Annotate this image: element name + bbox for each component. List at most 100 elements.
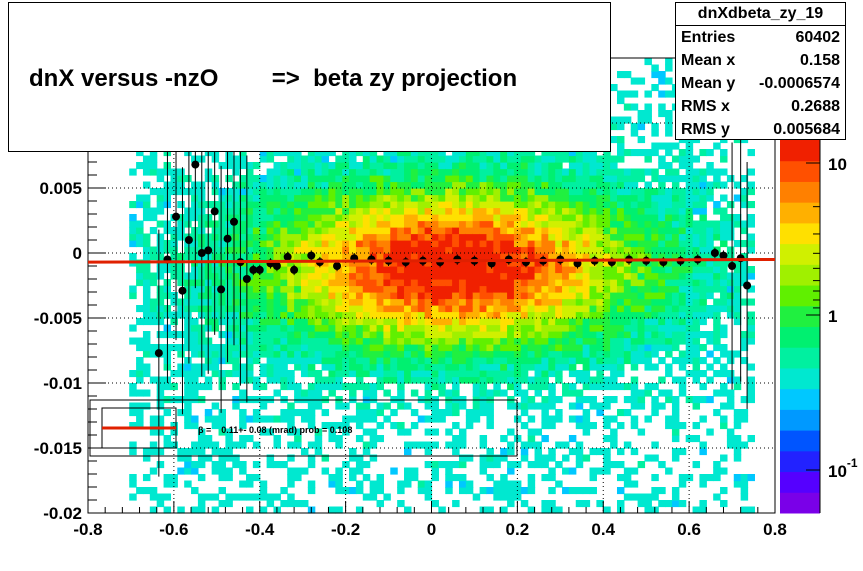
heatmap-cell <box>129 233 137 241</box>
heatmap-cell <box>376 487 385 495</box>
heatmap-cell <box>342 357 350 365</box>
heatmap-cell <box>465 201 474 209</box>
heatmap-cell <box>300 350 309 358</box>
heatmap-cell <box>342 324 350 332</box>
heatmap-cell <box>747 324 755 332</box>
heatmap-cell <box>513 285 522 293</box>
heatmap-cell <box>486 233 494 241</box>
heatmap-cell <box>603 214 611 222</box>
heatmap-cell <box>575 285 584 293</box>
heatmap-cell <box>362 441 371 449</box>
heatmap-cell <box>170 311 178 319</box>
heatmap-cell <box>548 396 556 404</box>
heatmap-cell <box>740 194 749 202</box>
heatmap-cell <box>548 175 556 183</box>
heatmap-cell <box>438 363 446 371</box>
heatmap-cell <box>397 428 405 436</box>
heatmap-cell <box>527 487 536 495</box>
heatmap-cell <box>218 409 226 417</box>
heatmap-cell <box>129 383 137 391</box>
stats-value: 0.005684 <box>773 121 840 138</box>
heatmap-cell <box>445 474 453 482</box>
heatmap-cell <box>534 155 543 163</box>
heatmap-cell <box>404 279 412 287</box>
heatmap-cell <box>246 506 254 514</box>
heatmap-cell <box>644 493 652 501</box>
heatmap-cell <box>699 253 707 261</box>
heatmap-cell <box>438 389 446 397</box>
heatmap-cell <box>424 272 433 280</box>
heatmap-cell <box>651 324 659 332</box>
heatmap-cell <box>294 194 302 202</box>
heatmap-cell <box>500 175 508 183</box>
heatmap-cell <box>390 292 398 300</box>
heatmap-cell <box>720 298 728 306</box>
heatmap-cell <box>603 292 611 300</box>
heatmap-cell <box>445 259 453 267</box>
heatmap-cell <box>486 188 494 196</box>
heatmap-cell <box>431 298 439 306</box>
heatmap-cell <box>692 363 701 371</box>
heatmap-cell <box>527 194 536 202</box>
heatmap-cell <box>184 337 192 345</box>
heatmap-cell <box>479 168 488 176</box>
heatmap-cell <box>424 155 433 163</box>
heatmap-cell <box>486 363 494 371</box>
heatmap-cell <box>644 337 652 345</box>
heatmap-cell <box>452 474 460 482</box>
heatmap-cell <box>720 487 728 495</box>
heatmap-cell <box>713 357 721 365</box>
heatmap-cell <box>307 389 316 397</box>
heatmap-cell <box>733 298 742 306</box>
heatmap-cell <box>541 370 549 378</box>
heatmap-cell <box>307 357 316 365</box>
heatmap-cell <box>582 220 591 228</box>
heatmap-cell <box>225 253 233 261</box>
heatmap-cell <box>376 363 385 371</box>
heatmap-cell <box>328 149 336 157</box>
heatmap-cell <box>314 272 323 280</box>
heatmap-cell <box>149 298 158 306</box>
heatmap-cell <box>582 331 591 339</box>
heatmap-cell <box>252 162 261 170</box>
heatmap-cell <box>232 188 240 196</box>
heatmap-cell <box>507 493 515 501</box>
heatmap-cell <box>465 285 474 293</box>
heatmap-cell <box>610 168 618 176</box>
heatmap-cell <box>129 422 137 430</box>
heatmap-cell <box>390 279 398 287</box>
heatmap-cell <box>349 298 357 306</box>
heatmap-cell <box>568 227 577 235</box>
heatmap-cell <box>630 233 639 241</box>
heatmap-cell <box>644 253 652 261</box>
heatmap-cell <box>637 337 646 345</box>
heatmap-cell <box>252 318 261 326</box>
heatmap-cell <box>397 376 405 384</box>
heatmap-cell <box>610 435 618 443</box>
heatmap-cell <box>534 266 543 274</box>
heatmap-cell <box>314 383 323 391</box>
heatmap-cell <box>479 461 488 469</box>
heatmap-cell <box>603 253 611 261</box>
heatmap-cell <box>520 454 529 462</box>
heatmap-cell <box>390 181 398 189</box>
heatmap-cell <box>472 246 481 254</box>
heatmap-cell <box>616 363 625 371</box>
heatmap-cell <box>239 220 247 228</box>
heatmap-cell <box>273 493 281 501</box>
x-tick-label: 0.6 <box>677 520 701 539</box>
heatmap-cell <box>568 370 577 378</box>
heatmap-cell <box>383 227 391 235</box>
heatmap-cell <box>486 201 494 209</box>
heatmap-cell <box>438 415 446 423</box>
heatmap-cell <box>706 311 714 319</box>
heatmap-cell <box>534 337 543 345</box>
heatmap-cell <box>671 500 680 508</box>
heatmap-cell <box>383 298 391 306</box>
heatmap-cell <box>507 383 515 391</box>
heatmap-cell <box>548 318 556 326</box>
heatmap-cell <box>397 240 405 248</box>
heatmap-cell <box>541 168 549 176</box>
heatmap-cell <box>424 207 433 215</box>
heatmap-cell <box>720 233 728 241</box>
